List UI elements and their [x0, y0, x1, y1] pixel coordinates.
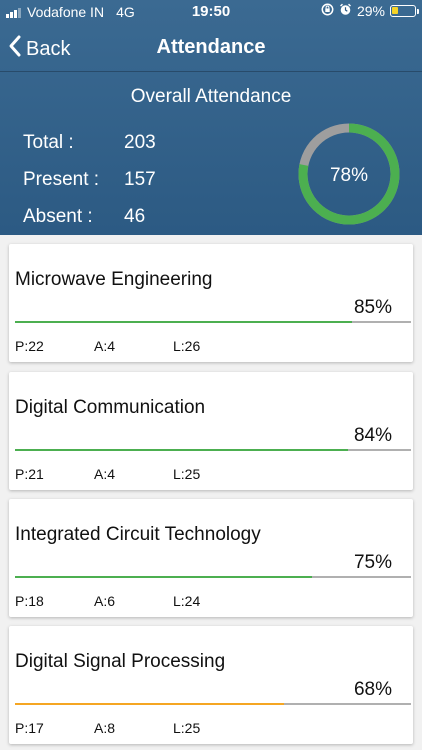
leave-count: L:26 — [173, 338, 201, 354]
subject-progress-bar — [15, 576, 411, 578]
orientation-lock-icon — [321, 3, 334, 19]
absent-row: Absent : 46 — [23, 198, 156, 235]
battery-level — [392, 7, 398, 14]
absent-label: Absent : — [23, 205, 93, 227]
subject-name: Integrated Circuit Technology — [15, 524, 261, 545]
chevron-left-icon — [8, 34, 22, 64]
subject-percent: 85% — [353, 297, 392, 318]
back-label: Back — [26, 37, 71, 60]
present-count: P:22 — [15, 338, 44, 354]
status-time: 19:50 — [191, 3, 231, 20]
present-row: Present : 157 — [23, 161, 156, 198]
battery-icon — [390, 5, 419, 17]
subject-card[interactable]: Integrated Circuit Technology 75% P:18 A… — [9, 499, 413, 617]
total-label: Total : — [23, 131, 74, 153]
overall-stats: Total : 203 Present : 157 Absent : 46 — [23, 124, 156, 235]
subject-percent: 75% — [353, 552, 392, 573]
subject-card[interactable]: Digital Signal Processing 68% P:17 A:8 L… — [9, 626, 413, 744]
page-title: Attendance — [156, 36, 266, 58]
donut-progress — [298, 123, 400, 225]
subject-name: Digital Signal Processing — [15, 651, 226, 672]
subject-progress-bar — [15, 449, 411, 451]
leave-count: L:25 — [173, 720, 201, 736]
total-row: Total : 203 — [23, 124, 156, 161]
subject-counts: P:21 A:4 L:25 — [15, 466, 200, 482]
subject-progress-bar — [15, 703, 411, 705]
status-left: Vodafone IN 4G — [6, 4, 135, 20]
nav-bar: Back Attendance — [0, 24, 422, 72]
subject-progress-fill — [15, 576, 312, 578]
overall-title: Overall Attendance — [130, 86, 292, 107]
battery-percent: 29% — [356, 3, 385, 19]
subject-name: Digital Communication — [15, 397, 206, 418]
present-count: P:17 — [15, 720, 44, 736]
absent-count: A:6 — [94, 593, 116, 609]
present-label: Present : — [23, 168, 100, 190]
absent-count: A:4 — [94, 466, 116, 482]
attendance-donut: 78% — [296, 121, 402, 227]
donut-percent-label: 78% — [330, 165, 368, 186]
subject-percent: 84% — [353, 425, 392, 446]
subject-percent: 68% — [353, 679, 392, 700]
subject-counts: P:17 A:8 L:25 — [15, 720, 200, 736]
back-button[interactable]: Back — [8, 34, 70, 64]
subject-progress-bar — [15, 321, 411, 323]
signal-icon — [6, 6, 21, 18]
carrier-name: Vodafone IN — [27, 4, 105, 20]
subject-counts: P:18 A:6 L:24 — [15, 593, 200, 609]
status-bar: Vodafone IN 4G 19:50 — [0, 0, 422, 24]
subject-card[interactable]: Digital Communication 84% P:21 A:4 L:25 — [9, 372, 413, 490]
subject-progress-fill — [15, 321, 352, 323]
present-value: 157 — [124, 168, 156, 190]
header: Vodafone IN 4G 19:50 — [0, 0, 422, 235]
subject-name: Microwave Engineering — [15, 269, 213, 290]
absent-count: A:4 — [94, 338, 116, 354]
present-count: P:18 — [15, 593, 44, 609]
subject-progress-fill — [15, 449, 348, 451]
subject-counts: P:22 A:4 L:26 — [15, 338, 200, 354]
status-right: 29% — [321, 3, 419, 19]
absent-count: A:8 — [94, 720, 116, 736]
subject-card[interactable]: Microwave Engineering 85% P:22 A:4 L:26 — [9, 244, 413, 362]
network-type: 4G — [116, 4, 135, 20]
absent-value: 46 — [124, 205, 146, 227]
present-count: P:21 — [15, 466, 44, 482]
alarm-icon — [339, 3, 352, 19]
leave-count: L:24 — [173, 593, 201, 609]
leave-count: L:25 — [173, 466, 201, 482]
subject-progress-fill — [15, 703, 285, 705]
total-value: 203 — [124, 131, 156, 153]
